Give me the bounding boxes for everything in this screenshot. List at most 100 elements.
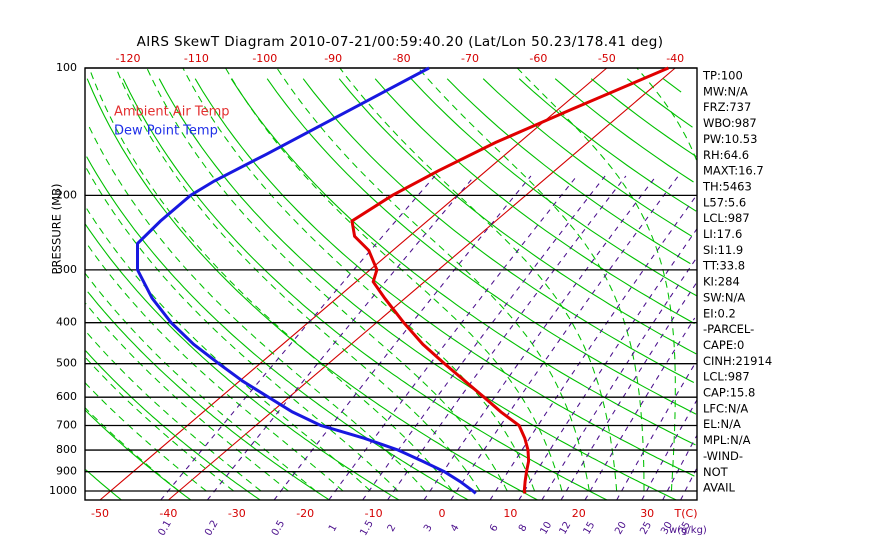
index-readout: TH:5463 — [702, 179, 752, 193]
index-readout: TP:100 — [702, 69, 743, 83]
dry-adiabat-line — [230, 78, 696, 446]
dry-adiabat-line — [626, 78, 693, 128]
index-readout: TT:33.8 — [702, 259, 745, 273]
pressure-tick-label: 500 — [56, 357, 77, 370]
pressure-tick-label: 600 — [56, 390, 77, 403]
moist-adiabat-line — [84, 382, 207, 492]
mixing-ratio-tick-label: 4 — [449, 523, 462, 534]
pressure-tick-label: 1000 — [49, 484, 77, 497]
index-readout: MPL:N/A — [703, 433, 751, 447]
moist-adiabat-line — [85, 357, 234, 492]
mixing-ratio-line — [450, 175, 679, 501]
mixing-ratio-line — [273, 175, 532, 501]
index-readout: FRZ:737 — [703, 100, 751, 114]
bottom-temp-tick-label: 20 — [572, 507, 586, 520]
top-temp-tick-label: -110 — [184, 52, 209, 65]
top-temp-tick-label: -40 — [666, 52, 684, 65]
moist-adiabat-line — [88, 67, 453, 492]
pressure-tick-label: 100 — [56, 61, 77, 74]
index-readout: LI:17.6 — [703, 227, 742, 241]
bottom-temp-tick-label: -10 — [365, 507, 383, 520]
top-temp-tick-label: -50 — [598, 52, 616, 65]
dry-adiabat-line — [662, 78, 682, 93]
index-readout: MAXT:16.7 — [703, 164, 764, 178]
pressure-tick-label: 700 — [56, 419, 77, 432]
moist-adiabat-line — [84, 272, 317, 492]
isotherm-line — [168, 67, 676, 501]
plot-frame — [84, 67, 698, 501]
mixing-ratio-axis-label: w(g/kg) — [669, 525, 707, 536]
dewpoint-curve — [136, 66, 477, 495]
moist-adiabat-line — [86, 243, 344, 492]
dry-adiabat-line — [85, 350, 261, 501]
dry-adiabat-line — [86, 78, 538, 501]
dry-adiabat-line — [84, 223, 400, 501]
index-readout: EL:N/A — [703, 417, 741, 431]
dry-adiabat-line — [87, 291, 330, 501]
moist-adiabat-line — [115, 67, 481, 492]
mixing-ratio-tick-label: 8 — [517, 523, 530, 534]
dry-adiabat-line — [122, 78, 608, 501]
index-readout: EI:0.2 — [703, 306, 736, 320]
mixing-ratio-line — [328, 175, 578, 501]
mixing-ratio-line — [362, 175, 606, 501]
dry-adiabat-line — [302, 78, 695, 383]
top-temp-tick-label: -100 — [252, 52, 277, 65]
mixing-ratio-line — [560, 281, 698, 501]
dry-adiabat-line — [374, 78, 695, 325]
index-readout: CAP:15.8 — [703, 386, 755, 400]
index-readout: SW:N/A — [703, 290, 745, 304]
moist-adiabat-line — [146, 67, 508, 492]
index-readout: NOT — [703, 465, 729, 479]
moist-adiabat-line — [86, 208, 371, 492]
dry-adiabat-line — [338, 78, 697, 355]
bottom-temp-tick-label: -40 — [159, 507, 177, 520]
legend-dewpoint-label: Dew Point Temp — [114, 124, 218, 139]
mixing-ratio-tick-label: 3 — [422, 523, 435, 534]
ambient-temp-curve — [350, 66, 669, 494]
index-readout: LCL:987 — [703, 211, 750, 225]
index-readout: WBO:987 — [703, 116, 757, 130]
mixing-ratio-line — [423, 175, 657, 501]
index-readout: -PARCEL- — [703, 322, 754, 336]
pressure-tick-label: 200 — [56, 188, 77, 201]
bottom-temp-tick-label: -30 — [228, 507, 246, 520]
pressure-axis-label: PRESSURE (MB) — [50, 184, 64, 275]
moist-adiabat-line — [84, 407, 180, 492]
index-readout: MW:N/A — [703, 84, 748, 98]
mixing-ratio-line — [489, 194, 698, 501]
bottom-temp-tick-label: 10 — [503, 507, 517, 520]
index-readout: LFC:N/A — [703, 401, 748, 415]
dry-adiabat-line — [85, 469, 122, 501]
mixing-ratio-tick-label: 2 — [386, 523, 399, 534]
moist-adiabat-line — [636, 67, 697, 161]
index-readout: PW:10.53 — [703, 132, 757, 146]
dry-adiabat-line — [446, 78, 691, 265]
mixing-ratio-tick-label: 1 — [327, 523, 340, 534]
top-temp-tick-label: -90 — [324, 52, 342, 65]
moist-adiabat-line — [85, 302, 289, 492]
index-readout: SI:11.9 — [703, 243, 743, 257]
mixing-ratio-line — [387, 175, 627, 501]
index-readout: L57:5.6 — [703, 195, 746, 209]
top-temp-tick-label: -80 — [393, 52, 411, 65]
index-readout: KI:284 — [703, 275, 740, 289]
legend-ambient-label: Ambient Air Temp — [114, 105, 230, 120]
dry-adiabat-line — [482, 78, 693, 237]
pressure-tick-label: 300 — [56, 263, 77, 276]
mixing-ratio-line — [616, 359, 698, 501]
mixing-ratio-line — [160, 175, 436, 501]
index-readout: -WIND- — [703, 449, 743, 463]
index-readout: AVAIL — [703, 481, 736, 495]
index-readout: LCL:987 — [703, 370, 750, 384]
chart-title: AIRS SkewT Diagram 2010-07-21/00:59:40.2… — [137, 34, 664, 50]
mixing-ratio-line — [541, 256, 698, 501]
top-temp-tick-label: -70 — [461, 52, 479, 65]
pressure-tick-label: 400 — [56, 316, 77, 329]
moist-adiabat-line — [418, 67, 645, 491]
bottom-temp-tick-label: -50 — [91, 507, 109, 520]
moist-adiabat-line — [276, 67, 590, 492]
bottom-temp-tick-label: -20 — [296, 507, 314, 520]
moist-adiabat-line — [225, 67, 563, 492]
